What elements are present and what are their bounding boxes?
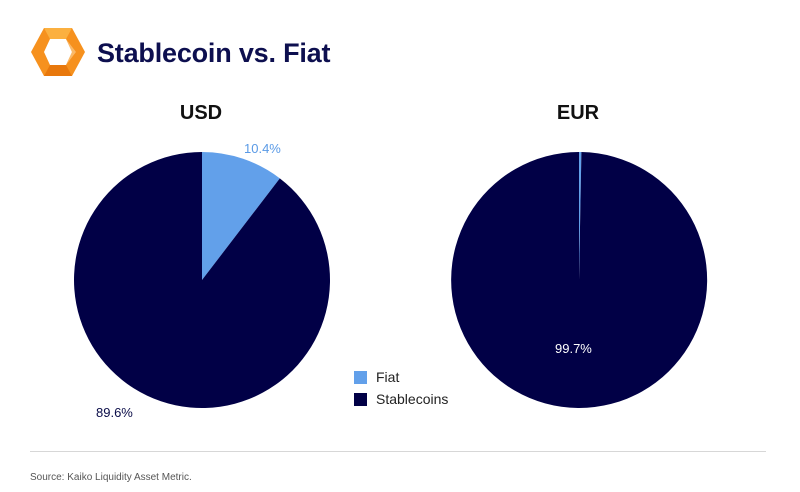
source-note: Source: Kaiko Liquidity Asset Metric. <box>30 472 192 483</box>
data-label-usd-fiat: 10.4% <box>244 141 281 156</box>
data-label-eur-stablecoins: 99.7% <box>555 341 592 356</box>
pie-slice-eur-stablecoins <box>451 152 708 408</box>
legend-swatch-fiat <box>354 370 367 384</box>
page-title: Stablecoin vs. Fiat <box>97 38 331 68</box>
legend-item-stablecoins: Stablecoins <box>354 389 448 409</box>
data-label-usd-stablecoins: 89.6% <box>96 405 133 420</box>
chart-title-eur: EUR <box>556 102 600 124</box>
legend-item-fiat: Fiat <box>354 367 448 387</box>
legend-label-fiat: Fiat <box>376 369 400 385</box>
pie-slice-usd-stablecoins <box>74 152 331 408</box>
legend-swatch-stablecoins <box>354 392 367 406</box>
kaiko-logo-icon <box>31 28 85 76</box>
chart-title-usd: USD <box>179 102 223 124</box>
legend: Fiat Stablecoins <box>354 367 448 411</box>
pie-chart-usd <box>74 152 331 408</box>
legend-label-stablecoins: Stablecoins <box>376 391 449 407</box>
pie-slice-usd-fiat <box>202 152 280 280</box>
pie-chart-eur <box>451 151 708 408</box>
footer-divider <box>30 451 766 452</box>
pie-slice-eur-fiat <box>579 151 582 280</box>
